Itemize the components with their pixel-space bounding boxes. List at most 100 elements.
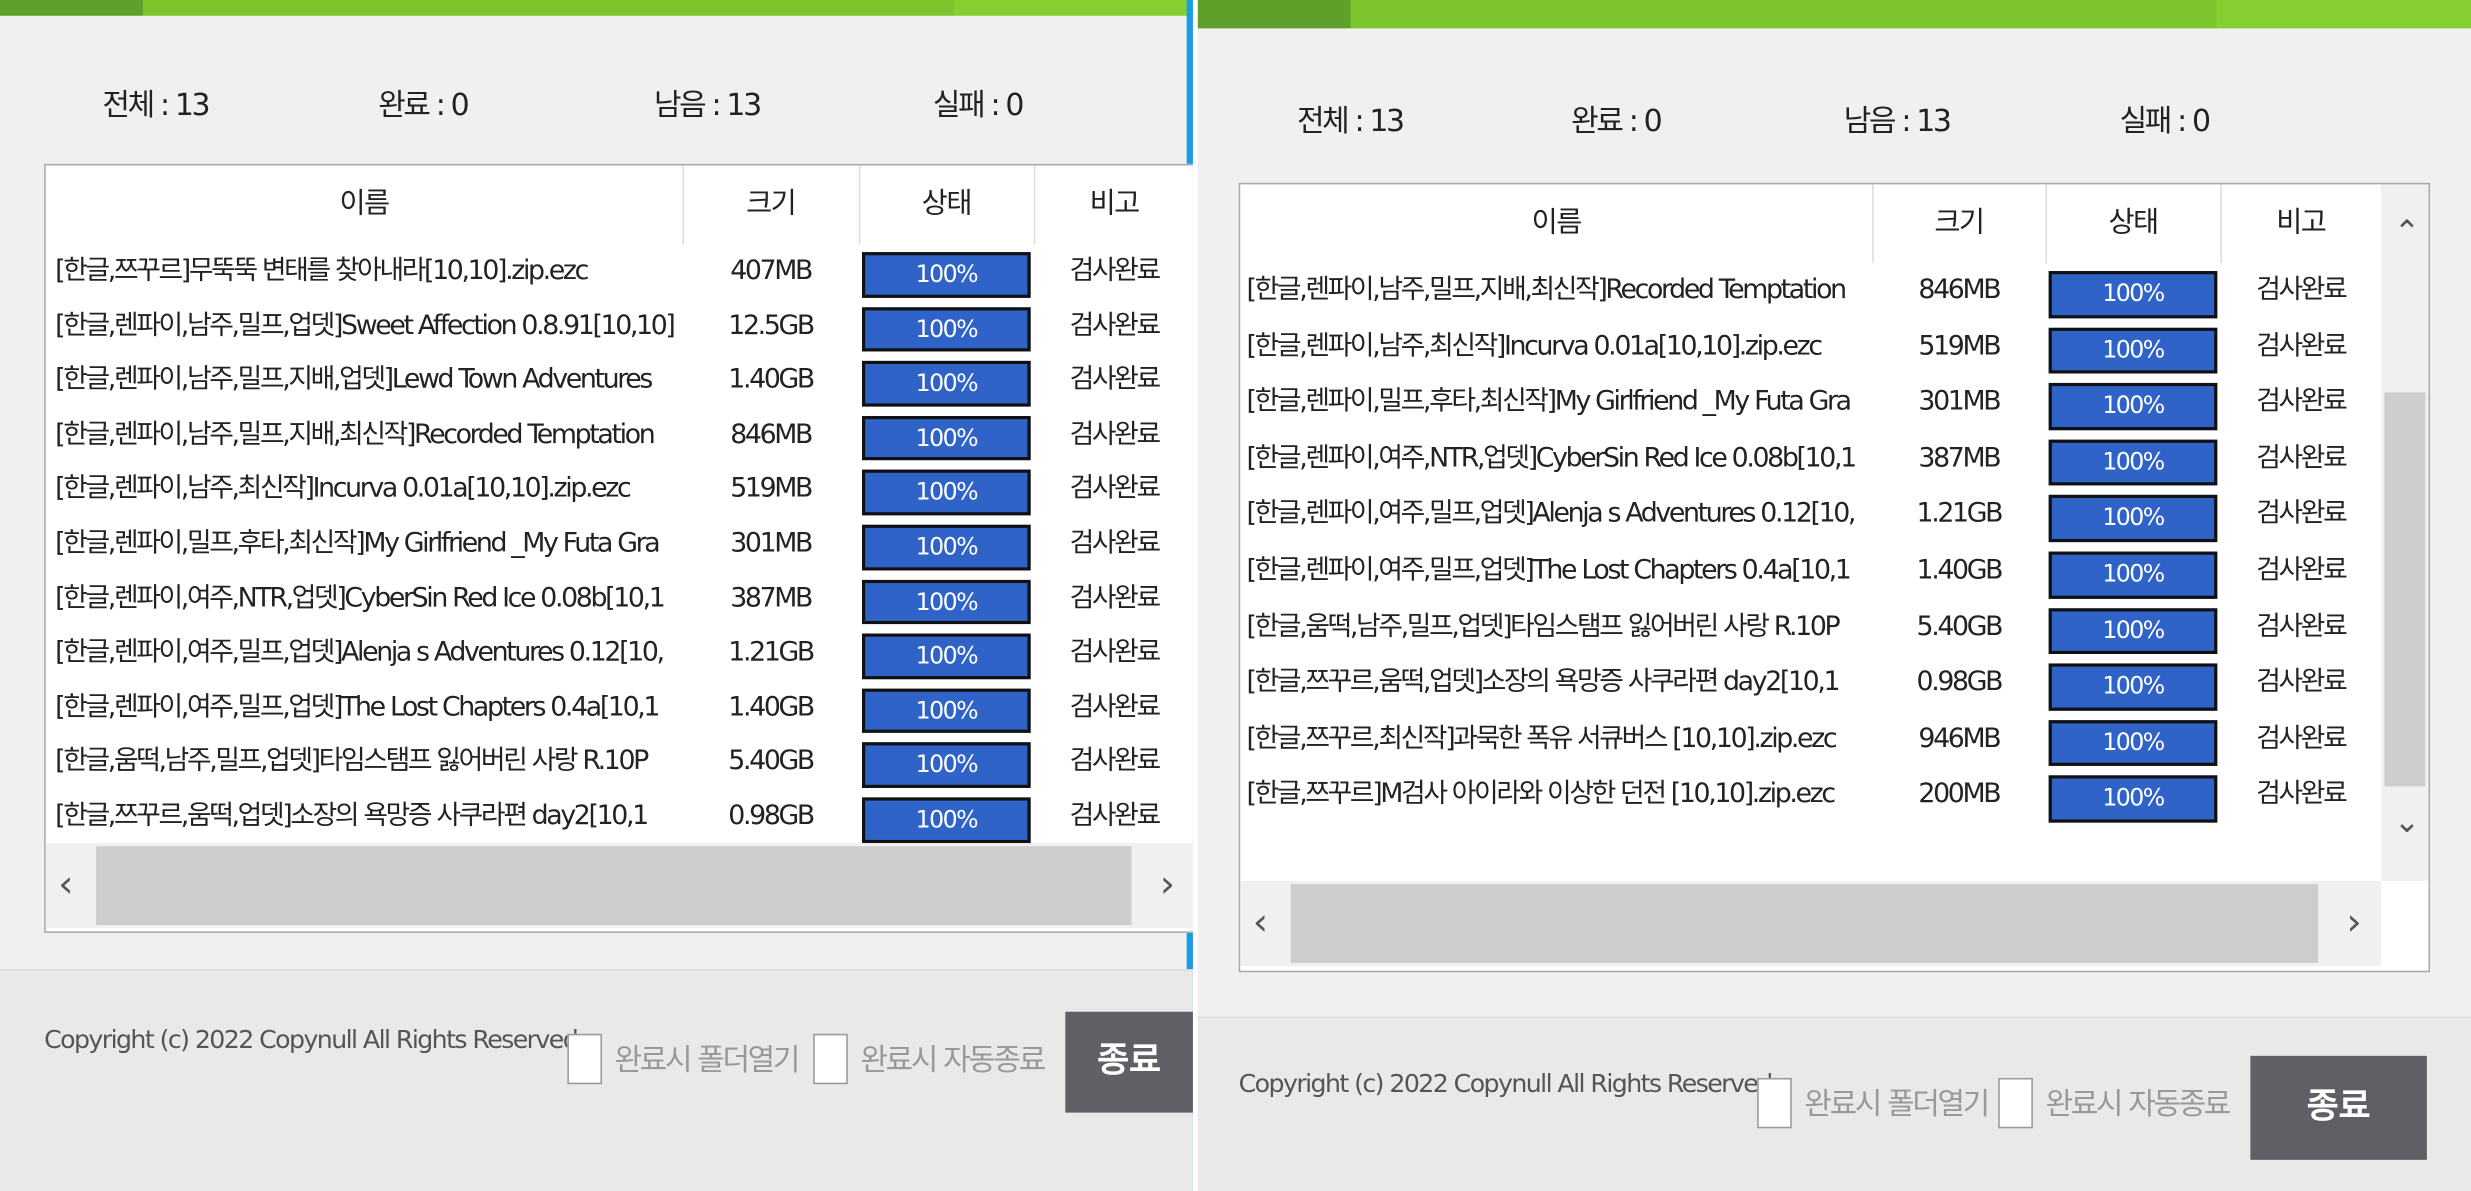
file-size: 301MB	[1918, 386, 2001, 418]
title-bar	[0, 0, 1193, 16]
file-size: 1.21GB	[1916, 498, 2004, 531]
window: 전체 : 13 완료 : 0 남음 : 13 실패 : 0 이름 크기 상태 비고 [한글,렌파…	[1197, 0, 2471, 1191]
file-note: 검사완료	[2256, 666, 2348, 699]
file-note: 검사완료	[2256, 442, 2348, 475]
scroll-left[interactable]: ‹	[1252, 899, 1268, 944]
file-size: 12.5GB	[728, 309, 815, 342]
copyright: Copyright (c) 2022 Copynull All Rights R…	[1238, 1068, 1774, 1099]
column-header: 상태	[859, 165, 1036, 245]
file-note: 검사완료	[1069, 364, 1162, 396]
stat-label: 완료 : 0	[1571, 104, 1662, 139]
progress-bar: 100%	[862, 306, 1031, 352]
table-row: [한글,렌파이,남주,밀프,업뎃]Sweet Affection 0.8.91[…	[46, 299, 1193, 354]
progress-bar: 100%	[2048, 719, 2218, 767]
checkbox[interactable]	[1757, 1077, 1792, 1129]
file-size: 387MB	[730, 582, 813, 614]
file-note: 검사완료	[1069, 800, 1162, 833]
column-header: 비고	[2220, 184, 2383, 264]
file-name: [한글,렌파이,남주,밀프,지배,최신작]Recorded Temptation	[1246, 274, 1848, 306]
table-row: [한글,쯔꾸르,움떡,업뎃]소장의 욕망증 사쿠라편 day2[10,1 0.98…	[46, 790, 1193, 845]
table-row: [한글,움떡,남주,밀프,업뎃]타임스탬프 잃어버린 사랑 R.10P 5.40G…	[46, 735, 1193, 790]
checkbox[interactable]	[1998, 1077, 2033, 1129]
scroll-thumb-h[interactable]	[1290, 884, 2319, 963]
file-name: [한글,렌파이,밀프,후타,최신작]My Girlfriend _My Futa…	[55, 527, 661, 560]
scroll-up[interactable]: ⌃	[2393, 212, 2421, 251]
file-name: [한글,렌파이,남주,밀프,지배,업뎃]Lewd Town Adventures	[55, 364, 653, 396]
file-note: 검사완료	[2256, 274, 2348, 306]
checkbox-label[interactable]: 완료시 폴더열기	[1804, 1087, 1990, 1123]
file-note: 검사완료	[1069, 473, 1162, 505]
checkbox-label[interactable]: 완료시 폴더열기	[614, 1043, 801, 1078]
file-note: 검사완료	[2256, 498, 2348, 531]
table-row: [한글,쯔꾸르]M검사 아이라와 이상한 던전 [10,10].zip.ezc 2…	[1240, 768, 2381, 824]
progress-bar: 100%	[2048, 663, 2218, 711]
file-note: 검사완료	[1069, 255, 1162, 287]
file-note: 검사완료	[1069, 309, 1162, 342]
progress-bar: 100%	[2048, 327, 2218, 374]
progress-bar: 100%	[2048, 495, 2218, 543]
table-row: [한글,렌파이,남주,밀프,지배,최신작]Recorded Temptation…	[46, 408, 1193, 463]
file-size: 200MB	[1918, 779, 2001, 811]
file-note: 검사완료	[1069, 691, 1162, 724]
file-name: [한글,렌파이,밀프,후타,최신작]My Girlfriend _My Futa…	[1246, 386, 1853, 418]
close-button[interactable]: 종료	[1065, 1011, 1193, 1113]
column-header: 이름	[1240, 184, 1874, 264]
scroll-left[interactable]: ‹	[58, 862, 74, 907]
file-size: 1.40GB	[728, 691, 815, 724]
progress-bar: 100%	[862, 470, 1031, 516]
file-note: 검사완료	[2256, 723, 2348, 755]
checkbox-label[interactable]: 완료시 자동종료	[860, 1043, 1046, 1078]
checkbox-label[interactable]: 완료시 자동종료	[2045, 1087, 2232, 1123]
progress-bar: 100%	[862, 415, 1031, 461]
file-name: [한글,렌파이,여주,밀프,업뎃]Alenja s Adventures 0.1…	[55, 636, 665, 669]
file-name: [한글,쯔꾸르,움떡,업뎃]소장의 욕망증 사쿠라편 day2[10,1	[55, 800, 649, 833]
file-note: 검사완료	[1069, 636, 1162, 669]
title-bar	[1197, 0, 2471, 29]
file-size: 387MB	[1918, 442, 2001, 475]
checkbox[interactable]	[813, 1033, 848, 1085]
copyright: Copyright (c) 2022 Copynull All Rights R…	[44, 1024, 579, 1055]
file-table: 이름 크기 상태 비고 [한글,렌파이,남주,밀프,지배,최신작]Recorded Te…	[1238, 182, 2431, 973]
file-size: 846MB	[1918, 274, 2001, 306]
scroll-right[interactable]: ›	[1159, 862, 1176, 907]
progress-bar: 100%	[2048, 607, 2218, 655]
scroll-thumb-h[interactable]	[96, 846, 1132, 926]
file-size: 5.40GB	[728, 746, 815, 778]
table-row: [한글,렌파이,여주,밀프,업뎃]The Lost Chapters 0.4a[…	[46, 680, 1193, 735]
table-row: [한글,렌파이,남주,최신작]Incurva 0.01a[10,10].zip.…	[46, 462, 1193, 517]
stat-label: 전체 : 13	[102, 88, 210, 123]
file-note: 검사완료	[2256, 386, 2348, 418]
file-size: 5.40GB	[1916, 610, 2004, 643]
file-note: 검사완료	[2256, 610, 2348, 643]
file-size: 519MB	[730, 473, 813, 505]
file-size: 301MB	[730, 527, 813, 560]
scroll-thumb-v[interactable]	[2384, 392, 2426, 787]
progress-bar: 100%	[862, 524, 1031, 570]
progress-bar: 100%	[862, 579, 1031, 625]
progress-bar: 100%	[2048, 775, 2218, 823]
table-row: [한글,렌파이,여주,밀프,업뎃]Alenja s Adventures 0.1…	[1240, 488, 2381, 544]
progress-bar: 100%	[2048, 439, 2218, 486]
column-header: 크기	[682, 165, 861, 245]
scroll-down[interactable]: ⌄	[2393, 802, 2421, 840]
file-name: [한글,렌파이,여주,밀프,업뎃]The Lost Chapters 0.4a[…	[1246, 554, 1852, 587]
table-row: [한글,렌파이,남주,밀프,지배,최신작]Recorded Temptation…	[1240, 263, 2381, 319]
table-row: [한글,움떡,남주,밀프,업뎃]타임스탬프 잃어버린 사랑 R.10P 5.40G…	[1240, 600, 2381, 656]
table-row: [한글,렌파이,남주,최신작]Incurva 0.01a[10,10].zip.…	[1240, 319, 2381, 375]
file-name: [한글,렌파이,여주,NTR,업뎃]CyberSin Red Ice 0.08b…	[1246, 442, 1858, 475]
table-row: [한글,렌파이,남주,밀프,지배,업뎃]Lewd Town Adventures…	[46, 353, 1193, 408]
file-name: [한글,렌파이,여주,NTR,업뎃]CyberSin Red Ice 0.08b…	[55, 582, 666, 614]
scroll-right[interactable]: ›	[2346, 899, 2362, 944]
stat-label: 남음 : 13	[1843, 104, 1952, 139]
file-table: 이름 크기 상태 비고 [한글,쯔꾸르]무뚝뚝 변태를 찾아내라[10,10].zip.…	[44, 163, 1193, 933]
checkbox[interactable]	[567, 1033, 602, 1085]
file-size: 1.40GB	[728, 364, 815, 396]
file-name: [한글,렌파이,남주,최신작]Incurva 0.01a[10,10].zip.…	[55, 473, 632, 505]
stat-label: 남음 : 13	[653, 88, 762, 123]
close-button[interactable]: 종료	[2250, 1055, 2427, 1160]
table-row: [한글,렌파이,여주,NTR,업뎃]CyberSin Red Ice 0.08b…	[46, 571, 1193, 626]
table-row: [한글,쯔꾸르,움떡,업뎃]소장의 욕망증 사쿠라편 day2[10,1 0.98…	[1240, 656, 2381, 712]
table-row: [한글,렌파이,밀프,후타,최신작]My Girlfriend _My Futa…	[1240, 375, 2381, 431]
